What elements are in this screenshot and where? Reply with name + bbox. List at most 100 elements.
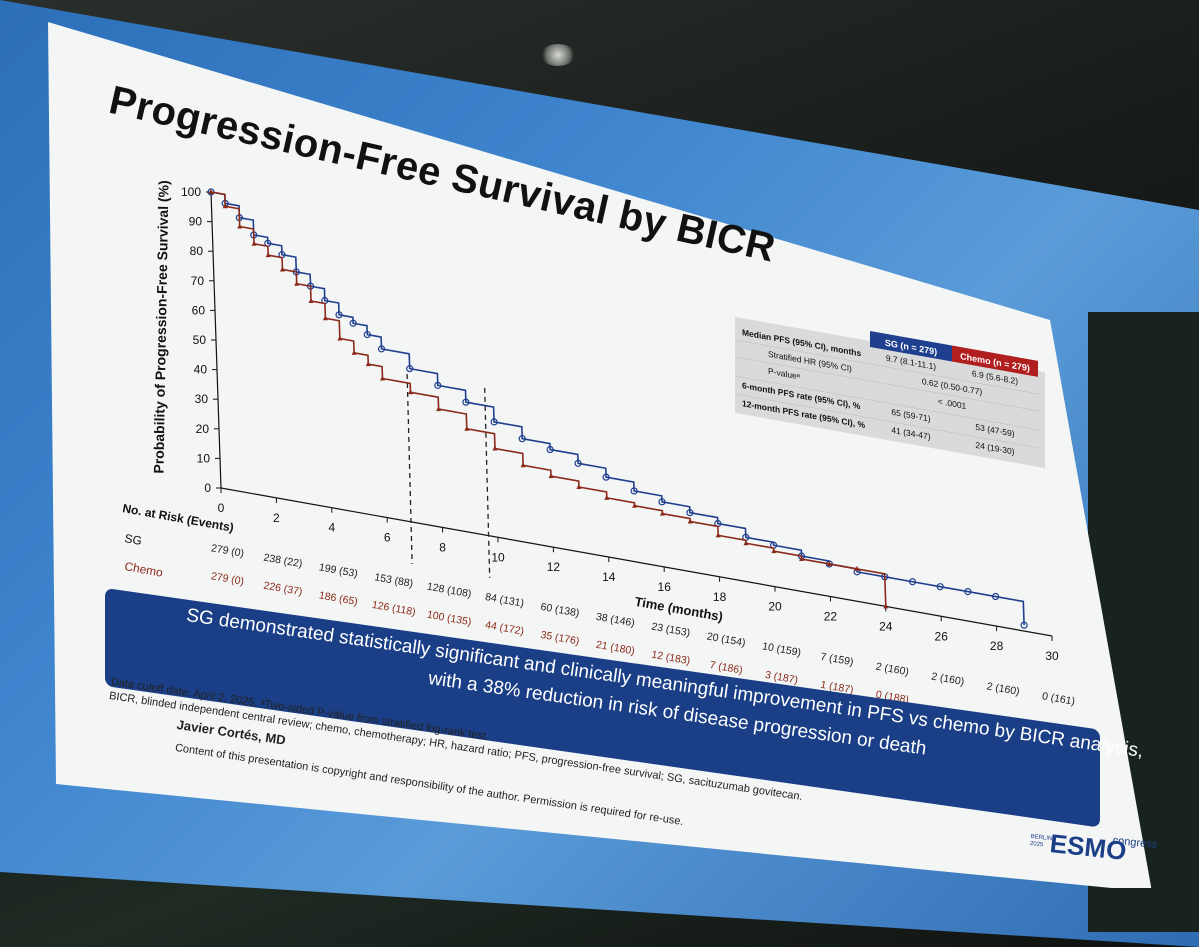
risk-value: 38 (146)	[595, 611, 636, 630]
censor-mark-sg	[462, 398, 470, 406]
x-tick-label: 6	[384, 531, 391, 545]
censor-mark-chemo	[743, 540, 749, 546]
risk-value: 128 (108)	[426, 581, 472, 601]
risk-value: 226 (37)	[263, 580, 304, 599]
stats-table: SG (n = 279)Chemo (n = 279)Median PFS (9…	[735, 316, 1045, 469]
risk-value: 44 (172)	[484, 619, 525, 638]
y-tick-label: 70	[191, 274, 205, 288]
censor-mark-chemo	[464, 425, 470, 431]
censor-mark-chemo	[265, 252, 271, 258]
censor-mark-sg	[602, 473, 610, 481]
censor-mark-chemo	[380, 375, 385, 381]
risk-row-name: SG	[123, 531, 143, 548]
y-tick-label: 90	[189, 215, 203, 229]
stats-row-divider	[735, 356, 1040, 412]
censor-mark-chemo	[576, 484, 582, 490]
censor-mark-sg	[349, 319, 357, 327]
y-axis-label: Probability of Progression-Free Survival…	[150, 180, 171, 474]
censor-mark-sg	[490, 418, 498, 426]
risk-value: 279 (0)	[210, 570, 245, 588]
censor-mark-sg	[630, 487, 638, 495]
y-tick-label: 80	[190, 244, 204, 258]
censor-mark-sg	[574, 459, 582, 467]
censor-mark-chemo	[632, 502, 638, 508]
risk-value: 60 (138)	[540, 601, 581, 620]
censor-mark-chemo	[799, 556, 805, 562]
risk-value: 84 (131)	[484, 591, 525, 610]
censor-mark-chemo	[279, 266, 285, 272]
risk-value: 23 (153)	[650, 621, 691, 640]
censor-mark-chemo	[771, 548, 777, 554]
risk-value: 7 (186)	[709, 659, 744, 677]
censor-mark-sg	[406, 365, 414, 373]
censor-mark-chemo	[548, 473, 554, 479]
censor-mark-sg	[1020, 621, 1028, 629]
km-curve-sg	[210, 191, 1025, 626]
stats-table-plane: SG (n = 279)Chemo (n = 279)Median PFS (9…	[735, 316, 1045, 469]
x-tick-label: 30	[1045, 649, 1059, 663]
x-tick-label: 22	[824, 610, 838, 624]
censor-mark-chemo	[237, 223, 243, 229]
x-tick-label: 16	[658, 580, 672, 594]
censor-mark-chemo	[365, 361, 371, 367]
censor-mark-chemo	[687, 518, 693, 524]
censor-mark-chemo	[208, 189, 214, 194]
x-tick-label: 2	[273, 511, 280, 525]
risk-value: 2 (160)	[875, 661, 910, 679]
risk-value: 12 (183)	[650, 649, 691, 668]
censor-mark-sg	[335, 311, 343, 319]
y-tick-label: 20	[196, 422, 210, 436]
risk-value: 199 (53)	[318, 561, 359, 580]
x-tick-label: 10	[491, 550, 505, 564]
ceiling-lamp	[540, 44, 576, 66]
stats-table-group: SG (n = 279)Chemo (n = 279)Median PFS (9…	[735, 316, 1045, 469]
median-line-sg	[484, 387, 491, 578]
y-tick-label: 10	[197, 451, 211, 465]
censor-mark-chemo	[604, 494, 610, 500]
censor-mark-sg	[377, 345, 386, 353]
y-tick-label: 40	[194, 363, 208, 377]
risk-value: 2 (160)	[986, 680, 1021, 698]
censor-mark-chemo	[520, 462, 526, 468]
censor-mark-chemo	[351, 349, 357, 355]
x-tick-label: 26	[935, 629, 949, 643]
x-tick-label: 0	[218, 501, 225, 515]
x-tick-label: 8	[439, 540, 446, 554]
logo-year: BERLIN 2025	[1029, 833, 1053, 849]
censor-mark-sg	[658, 498, 666, 506]
censor-mark-chemo	[222, 203, 228, 209]
risk-value: 10 (159)	[761, 640, 802, 659]
stats-row-divider	[735, 393, 1040, 449]
censor-mark-sg	[434, 381, 442, 389]
risk-value: 238 (22)	[263, 552, 304, 571]
censor-mark-sg	[546, 445, 554, 454]
censor-mark-chemo	[826, 560, 832, 566]
risk-row-name: Chemo	[123, 559, 164, 580]
risk-value: 0 (161)	[1041, 690, 1076, 708]
risk-value: 186 (65)	[318, 589, 359, 608]
km-curve-chemo	[210, 191, 887, 607]
y-tick-label: 0	[204, 481, 211, 495]
risk-value: 20 (154)	[706, 631, 747, 650]
x-axis-label: Time (months)	[634, 594, 725, 624]
censor-mark-chemo	[308, 298, 314, 304]
x-tick-label: 24	[879, 619, 893, 633]
censor-mark-chemo	[492, 445, 498, 451]
stats-table-bg	[735, 316, 1045, 469]
censor-mark-chemo	[322, 315, 328, 321]
x-axis-line	[220, 487, 1053, 637]
chemo-header-cell	[952, 345, 1038, 377]
censor-mark-sg	[991, 592, 1000, 601]
risk-value: 153 (88)	[373, 571, 414, 590]
x-tick-label: 4	[328, 521, 335, 535]
censor-mark-chemo	[436, 406, 442, 412]
risk-value: 7 (159)	[819, 651, 854, 669]
risk-value: 2 (160)	[930, 670, 965, 688]
sg-header-cell	[870, 330, 952, 362]
median-line-chemo	[406, 374, 413, 565]
censor-mark-chemo	[408, 389, 413, 395]
y-tick-label: 60	[192, 303, 206, 317]
x-tick-label: 28	[990, 639, 1004, 653]
y-tick-label: 30	[195, 392, 209, 406]
x-tick-label: 12	[547, 560, 561, 574]
